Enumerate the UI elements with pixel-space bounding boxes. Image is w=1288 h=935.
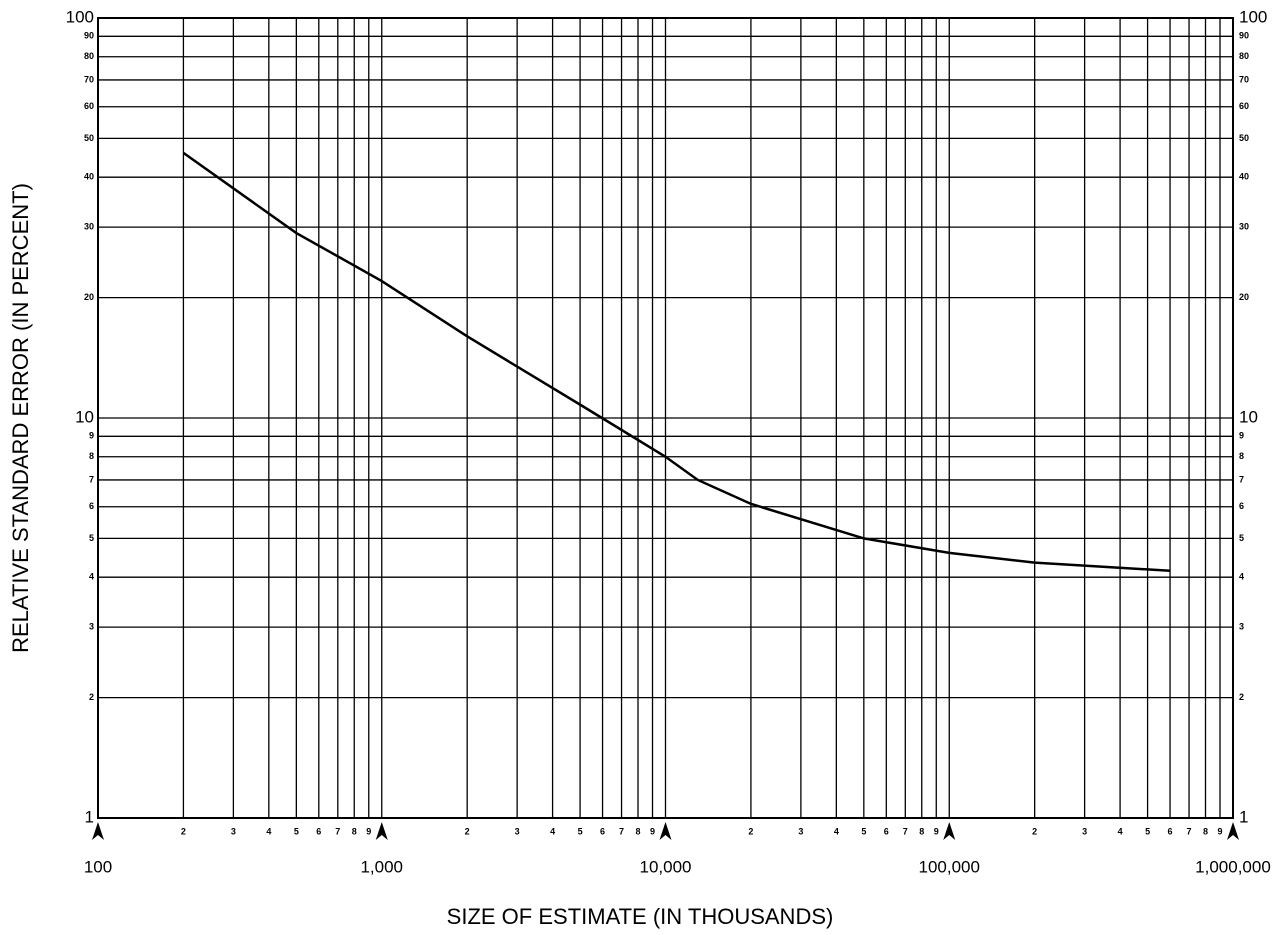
y-tick-label-right: 1 bbox=[1239, 807, 1248, 826]
plot-frame bbox=[97, 17, 1234, 819]
y-tick-label-right: 30 bbox=[1239, 222, 1249, 232]
x-tick-label: 2 bbox=[748, 826, 753, 836]
y-tick-label: 70 bbox=[84, 74, 94, 84]
tick-arrow bbox=[1227, 822, 1239, 840]
y-tick-label-right: 100 bbox=[1239, 7, 1267, 26]
y-tick-label: 30 bbox=[84, 222, 94, 232]
y-tick-label: 3 bbox=[89, 622, 94, 632]
y-tick-label: 60 bbox=[84, 101, 94, 111]
y-tick-label-right: 8 bbox=[1239, 451, 1244, 461]
x-tick-label: 8 bbox=[919, 826, 924, 836]
x-tick-label: 4 bbox=[1118, 826, 1123, 836]
x-tick-label: 9 bbox=[650, 826, 655, 836]
y-axis-label: RELATIVE STANDARD ERROR (IN PERCENT) bbox=[8, 183, 33, 653]
y-tick-label-right: 7 bbox=[1239, 474, 1244, 484]
y-tick-label: 6 bbox=[89, 501, 94, 511]
y-tick-label-right: 50 bbox=[1239, 133, 1249, 143]
y-tick-label-right: 5 bbox=[1239, 533, 1244, 543]
y-tick-label: 4 bbox=[89, 572, 94, 582]
x-tick-label: 2 bbox=[1032, 826, 1037, 836]
x-tick-label: 3 bbox=[231, 826, 236, 836]
x-tick-label: 6 bbox=[1168, 826, 1173, 836]
y-tick-label: 100 bbox=[66, 7, 94, 26]
y-tick-label-right: 40 bbox=[1239, 172, 1249, 182]
x-tick-label: 6 bbox=[600, 826, 605, 836]
y-tick-label-right: 10 bbox=[1239, 407, 1258, 426]
x-tick-label: 2 bbox=[465, 826, 470, 836]
y-tick-label: 40 bbox=[84, 172, 94, 182]
x-tick-label: 5 bbox=[861, 826, 866, 836]
tick-arrow bbox=[92, 822, 104, 840]
x-tick-label: 4 bbox=[266, 826, 271, 836]
x-tick-label: 6 bbox=[316, 826, 321, 836]
y-tick-label-right: 60 bbox=[1239, 101, 1249, 111]
x-tick-label: 2 bbox=[181, 826, 186, 836]
x-tick-label: 3 bbox=[1082, 826, 1087, 836]
y-tick-label: 9 bbox=[89, 431, 94, 441]
x-tick-label: 3 bbox=[515, 826, 520, 836]
tick-arrow bbox=[659, 822, 672, 840]
x-tick-label: 1,000 bbox=[360, 857, 403, 876]
y-tick-label: 7 bbox=[89, 474, 94, 484]
x-tick-label: 5 bbox=[294, 826, 299, 836]
x-tick-label: 8 bbox=[1203, 826, 1208, 836]
series-line bbox=[182, 151, 1171, 573]
y-tick-label: 1 bbox=[85, 807, 94, 826]
tick-arrow bbox=[375, 822, 388, 840]
tick-arrow bbox=[943, 822, 956, 840]
x-tick-label: 7 bbox=[903, 826, 908, 836]
x-tick-label: 3 bbox=[798, 826, 803, 836]
y-tick-label-right: 90 bbox=[1239, 31, 1249, 41]
y-tick-label: 80 bbox=[84, 51, 94, 61]
y-tick-label-right: 2 bbox=[1239, 692, 1244, 702]
x-tick-label: 10,000 bbox=[640, 857, 692, 876]
x-tick-label: 8 bbox=[352, 826, 357, 836]
y-tick-label-right: 4 bbox=[1239, 572, 1244, 582]
x-tick-label: 7 bbox=[619, 826, 624, 836]
x-tick-label: 100 bbox=[84, 857, 112, 876]
x-tick-label: 100,000 bbox=[919, 857, 980, 876]
x-tick-label: 9 bbox=[1218, 826, 1223, 836]
x-tick-label: 6 bbox=[884, 826, 889, 836]
x-tick-label: 8 bbox=[635, 826, 640, 836]
y-tick-label: 10 bbox=[75, 407, 94, 426]
x-tick-label: 1,000,000 bbox=[1195, 857, 1271, 876]
y-tick-label-right: 3 bbox=[1239, 622, 1244, 632]
x-axis-label: SIZE OF ESTIMATE (IN THOUSANDS) bbox=[447, 904, 834, 929]
y-tick-label-right: 70 bbox=[1239, 74, 1249, 84]
y-tick-label-right: 6 bbox=[1239, 501, 1244, 511]
y-tick-label-right: 9 bbox=[1239, 431, 1244, 441]
x-tick-label: 9 bbox=[366, 826, 371, 836]
x-tick-label: 4 bbox=[550, 826, 555, 836]
y-tick-label: 50 bbox=[84, 133, 94, 143]
y-tick-label: 5 bbox=[89, 533, 94, 543]
x-tick-label: 7 bbox=[1187, 826, 1192, 836]
y-tick-label: 90 bbox=[84, 31, 94, 41]
x-tick-label: 5 bbox=[1145, 826, 1150, 836]
x-tick-label: 5 bbox=[578, 826, 583, 836]
y-tick-label-right: 80 bbox=[1239, 51, 1249, 61]
x-tick-label: 9 bbox=[934, 826, 939, 836]
y-tick-label: 8 bbox=[89, 451, 94, 461]
y-tick-label-right: 20 bbox=[1239, 292, 1249, 302]
y-tick-label: 2 bbox=[89, 692, 94, 702]
x-tick-label: 4 bbox=[834, 826, 839, 836]
y-tick-label: 20 bbox=[84, 292, 94, 302]
x-tick-label: 7 bbox=[335, 826, 340, 836]
